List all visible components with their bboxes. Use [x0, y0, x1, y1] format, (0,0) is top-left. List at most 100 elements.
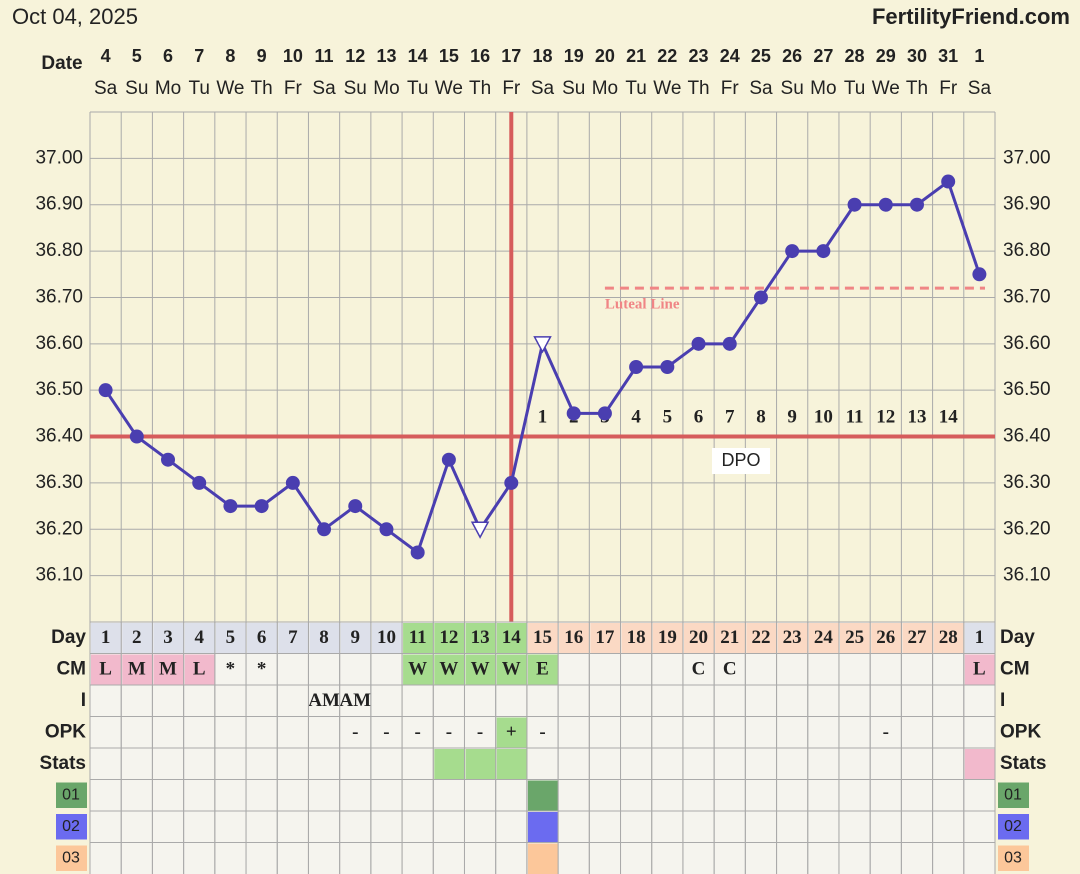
- cell-fill: [559, 623, 590, 654]
- cell-text: -: [415, 722, 421, 743]
- y-tick-label-right: 36.90: [1003, 194, 1051, 215]
- y-tick-label: 36.30: [35, 472, 83, 493]
- cell-fill: [247, 623, 278, 654]
- cell-text: 1: [101, 627, 111, 648]
- y-tick-label-right: 36.20: [1003, 518, 1051, 539]
- label-box: [56, 814, 87, 840]
- point: [660, 360, 675, 374]
- row-label: 01: [62, 786, 80, 803]
- row-label-right: CM: [1000, 658, 1030, 679]
- weekday: Fr: [939, 78, 958, 99]
- date-number: 11: [315, 46, 334, 66]
- cell-text: 28: [939, 627, 958, 648]
- cell-text: 20: [689, 627, 708, 648]
- weekday: We: [435, 78, 463, 99]
- dpo-number: 10: [814, 406, 833, 427]
- cell-fill: [496, 749, 527, 780]
- open-point: [533, 336, 552, 354]
- dpo-number: 11: [846, 406, 864, 427]
- chart-date: Oct 04, 2025: [12, 4, 138, 29]
- date-number: 19: [564, 46, 584, 66]
- cell-fill: [434, 623, 465, 654]
- y-tick-label: 36.20: [35, 518, 83, 539]
- y-tick-label: 36.40: [35, 426, 83, 447]
- row-label-right: OPK: [1000, 721, 1041, 742]
- cell-fill: [590, 623, 621, 654]
- cell-text: -: [477, 722, 483, 743]
- point: [192, 475, 207, 490]
- row-label-right: Day: [1000, 627, 1035, 648]
- date-number: 18: [532, 46, 552, 66]
- weekday: Mo: [592, 78, 618, 99]
- luteal-label: Luteal Line: [605, 297, 680, 313]
- date-number: 17: [501, 46, 521, 66]
- cell-text: M: [159, 659, 177, 680]
- y-tick-label: 36.90: [35, 194, 83, 215]
- cell-text: 15: [533, 627, 552, 648]
- cell-fill: [153, 654, 184, 685]
- cell-fill: [122, 623, 153, 654]
- cell-fill: [652, 623, 683, 654]
- cell-text: W: [502, 659, 521, 680]
- cell-fill: [184, 623, 215, 654]
- row-label: Stats: [40, 753, 86, 774]
- point: [223, 499, 238, 514]
- cell-text: -: [539, 722, 545, 743]
- y-tick-label: 36.60: [35, 333, 83, 354]
- weekday: Su: [781, 78, 804, 99]
- cell-text: AM: [339, 690, 371, 711]
- y-tick-label-right: 36.80: [1003, 240, 1051, 261]
- point: [816, 244, 831, 259]
- point: [317, 522, 332, 537]
- cell-text: 7: [288, 627, 298, 648]
- date-number: 22: [657, 46, 677, 66]
- y-tick-label: 36.50: [35, 379, 83, 400]
- cell-text: AM: [308, 690, 340, 711]
- cell-fill: [964, 623, 995, 654]
- label-box-right: [998, 782, 1029, 808]
- cell-text: 5: [226, 627, 236, 648]
- cell-fill: [403, 654, 434, 685]
- cell-fill: [746, 623, 777, 654]
- y-tick-label-right: 36.40: [1003, 426, 1051, 447]
- cell-text: 3: [163, 627, 173, 648]
- cell-text: 14: [502, 627, 522, 648]
- date-number: 6: [163, 46, 173, 66]
- cell-fill: [527, 843, 559, 874]
- cell-fill: [902, 623, 933, 654]
- row-label: I: [81, 690, 86, 711]
- weekday: Tu: [407, 78, 428, 99]
- y-tick-label-right: 36.70: [1003, 286, 1051, 307]
- label-box: [56, 782, 87, 808]
- cell-fill: [933, 623, 964, 654]
- cell-text: 17: [595, 627, 615, 648]
- cell-text: M: [128, 659, 146, 680]
- y-tick-label: 36.10: [35, 565, 83, 586]
- weekday: Mo: [373, 78, 399, 99]
- cell-fill: [496, 654, 527, 685]
- date-number: 23: [689, 46, 709, 66]
- cell-fill: [340, 623, 371, 654]
- date-number: 27: [813, 46, 833, 66]
- date-number: 28: [845, 46, 865, 66]
- cell-fill: [278, 623, 309, 654]
- weekday: We: [216, 78, 244, 99]
- cell-fill: [964, 654, 995, 685]
- cell-fill: [91, 623, 122, 654]
- row-label: OPK: [45, 721, 86, 742]
- cell-text: L: [193, 659, 206, 680]
- date-number: 7: [194, 46, 204, 66]
- cell-fill: [527, 654, 559, 685]
- row-label-right: I: [1000, 690, 1005, 711]
- cell-text: 2: [132, 627, 142, 648]
- weekday: We: [872, 78, 900, 99]
- y-tick-label: 36.80: [35, 240, 83, 261]
- weekday: Su: [344, 78, 367, 99]
- dpo-number: 6: [694, 406, 704, 427]
- cell-text: *: [257, 659, 267, 680]
- y-tick-label-right: 36.60: [1003, 333, 1051, 354]
- weekday: Sa: [94, 78, 118, 99]
- date-label: Date: [41, 53, 82, 74]
- cell-fill: [496, 623, 527, 654]
- point: [566, 406, 581, 421]
